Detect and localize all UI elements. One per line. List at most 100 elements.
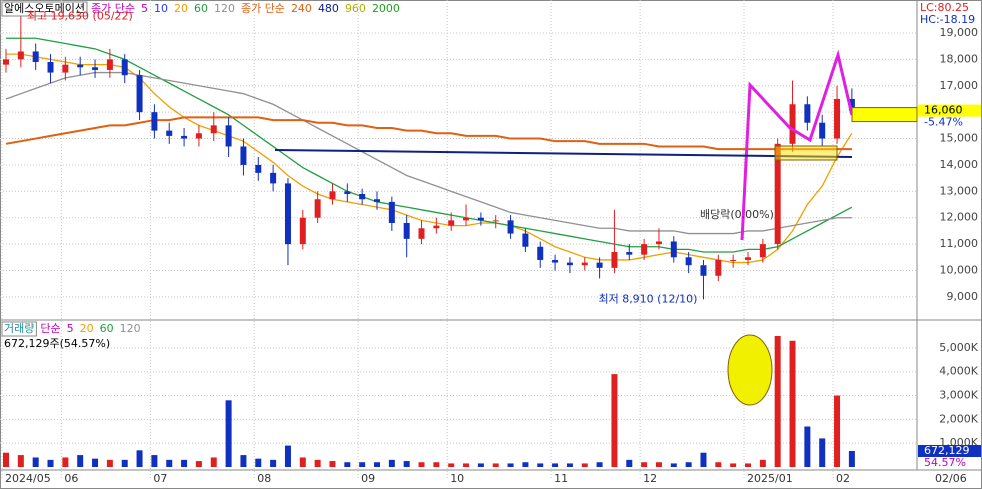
x-tick-label: 2024/05 [5, 472, 51, 485]
candle-body [789, 104, 796, 144]
volume-bar [581, 463, 588, 467]
candle-body [715, 259, 722, 276]
candle-body [507, 220, 514, 234]
candle-body [448, 220, 455, 226]
volume-bar [136, 450, 143, 467]
candle-body [670, 241, 677, 258]
candle-body [819, 122, 826, 139]
dividend-label: 배당락(0.00%) [700, 208, 774, 221]
volume-bar [759, 459, 766, 467]
volume-bar [789, 340, 796, 467]
y-tick-label: 12,000 [940, 211, 979, 224]
legend-prefix: 단순 [40, 322, 60, 335]
drawn-zigzag [740, 49, 854, 241]
x-tick-label: 06 [64, 472, 78, 485]
y-tick-label: 13,000 [940, 184, 979, 197]
volume-bar [804, 426, 811, 467]
legend-item: 10 [154, 2, 168, 15]
legend-item: 60 [100, 322, 114, 335]
last-date: 02/06 [935, 472, 967, 485]
volume-bar [463, 463, 470, 467]
legend-item: 5 [141, 2, 148, 15]
volume-bar [403, 461, 410, 467]
volume-bar [492, 463, 499, 467]
candle-body [774, 143, 781, 245]
volume-bar [418, 462, 425, 467]
change-label: -5.47% [924, 116, 963, 129]
volume-bar [848, 450, 855, 467]
volume-bar [3, 452, 9, 467]
y-tick-label: 19,000 [940, 26, 979, 39]
candle-body [804, 104, 811, 123]
stock-title: 알에스오토메이션 [4, 1, 85, 15]
volume-bar [507, 463, 514, 467]
volume-bar [62, 457, 69, 467]
candle-body [255, 164, 262, 173]
candle-body [537, 246, 544, 260]
volume-bar [314, 459, 321, 467]
candle-body [121, 59, 128, 76]
volume-bar [730, 463, 737, 467]
volume-bar [344, 462, 351, 467]
price-box [918, 104, 981, 117]
candle-body [62, 64, 69, 73]
candle-body [344, 191, 351, 194]
y-tick-label: 15,000 [940, 132, 979, 145]
volume-box [918, 444, 981, 457]
volume-bar [151, 455, 158, 467]
candle-body [433, 225, 440, 229]
y-tick-label: 5,000K [939, 341, 978, 354]
volume-bar [17, 455, 24, 467]
legend-item: 60 [194, 2, 208, 15]
volume-bar [774, 336, 781, 467]
candle-body [47, 62, 54, 73]
lc-label: LC:80.25 [920, 1, 969, 14]
legend-item: 120 [120, 322, 141, 335]
legend-item: 2000 [372, 2, 400, 15]
candle-body [388, 201, 395, 223]
volume-bar [225, 400, 232, 467]
volume-bar [655, 462, 662, 467]
drawn-box [774, 145, 838, 161]
x-tick-label: 08 [257, 472, 271, 485]
ma-line [5, 71, 852, 235]
volume-bar [670, 463, 677, 467]
volume-bar [210, 457, 217, 467]
candle-body [17, 51, 24, 60]
volume-bar [641, 462, 648, 467]
volume-bar [92, 458, 99, 467]
volume-bar [106, 459, 113, 467]
candle-body [641, 244, 648, 255]
volume-bar [195, 461, 202, 467]
legend-item: 240 [291, 2, 312, 15]
candle-body [581, 262, 588, 266]
candle-body [759, 244, 766, 258]
volume-bar [374, 462, 380, 467]
volume-bar [284, 445, 291, 467]
volume-bar [329, 461, 336, 467]
volume-bar [685, 462, 692, 467]
candle-body [492, 220, 499, 222]
y-tick-label: 2,000K [939, 412, 978, 425]
x-tick-label: 02 [836, 472, 850, 485]
candle-body [299, 217, 306, 245]
drawn-trendline [274, 149, 853, 158]
x-tick-label: 2025/01 [747, 472, 793, 485]
volume-bar [596, 462, 603, 467]
volume-title: 거래량 [4, 322, 34, 335]
candle-body [106, 59, 113, 70]
candle-body [611, 252, 618, 268]
y-tick-label: 4,000K [939, 365, 978, 378]
candle-body [730, 259, 737, 261]
candle-body [32, 51, 39, 63]
candle-body [210, 125, 217, 134]
volume-bar [240, 455, 247, 467]
candle-body [240, 146, 247, 165]
volume-bar [715, 462, 722, 467]
candle-body [359, 193, 366, 200]
volume-bar [255, 458, 262, 467]
y-tick-label: 14,000 [940, 158, 979, 171]
volume-bar [388, 459, 395, 467]
